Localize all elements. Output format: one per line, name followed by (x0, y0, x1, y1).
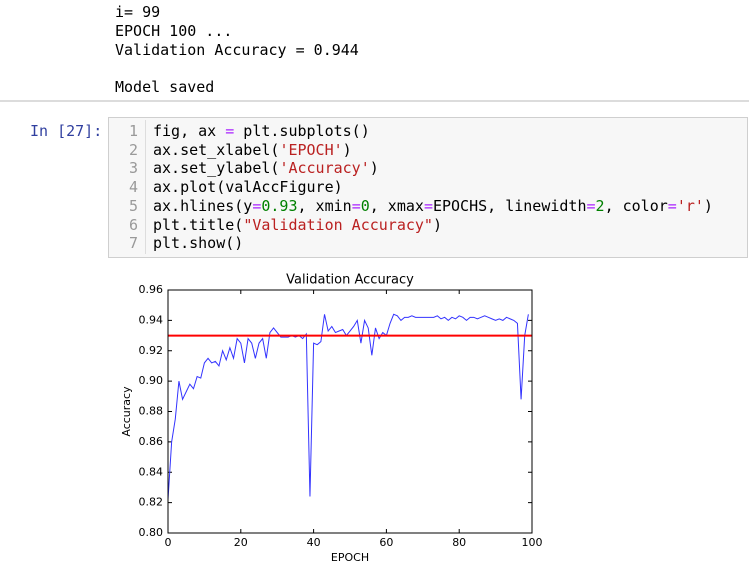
y-tick-label: 0.82 (139, 496, 164, 509)
x-tick-label: 100 (522, 536, 543, 549)
line-number: 2 (128, 140, 138, 159)
y-tick-label: 0.86 (139, 435, 164, 448)
code-line: ax.set_ylabel('Accuracy') (153, 159, 379, 178)
y-axis-label: Accuracy (120, 386, 133, 437)
y-tick-label: 0.84 (139, 465, 164, 478)
x-axis-label: EPOCH (331, 551, 369, 564)
line-number: 3 (128, 159, 138, 178)
line-number: 1 (128, 122, 138, 140)
line-number: 7 (128, 234, 138, 253)
chart-title: Validation Accuracy (286, 273, 414, 288)
output-line: Validation Accuracy = 0.944 (115, 41, 359, 59)
x-tick-label: 0 (165, 536, 172, 549)
y-tick-label: 0.88 (139, 405, 164, 418)
code-line: ax.hlines(y=0.93, xmin=0, xmax=EPOCHS, l… (153, 196, 713, 215)
x-tick-label: 80 (452, 536, 466, 549)
y-tick-label: 0.96 (139, 283, 164, 296)
x-tick-label: 40 (307, 536, 321, 549)
y-tick-label: 0.92 (139, 344, 164, 357)
y-tick-label: 0.94 (139, 313, 164, 326)
plot-area (168, 290, 532, 533)
code-line: ax.set_xlabel('EPOCH') (153, 140, 352, 159)
x-tick-label: 20 (234, 536, 248, 549)
cell-prompt: In [27]: (30, 122, 103, 140)
y-tick-label: 0.80 (139, 526, 164, 539)
output-line: i= 99 (115, 3, 161, 21)
plot-frame (167, 289, 533, 534)
output-line: EPOCH 100 ... (115, 22, 233, 40)
cell-separator (0, 100, 749, 102)
code-line: fig, ax = plt.subplots() (153, 122, 370, 140)
data-line (167, 313, 529, 500)
line-number: 6 (128, 215, 138, 234)
code-line: ax.plot(valAccFigure) (153, 178, 343, 197)
line-number: 5 (128, 196, 138, 215)
x-tick-label: 60 (379, 536, 393, 549)
gutter-line (145, 120, 146, 254)
code-cell[interactable] (108, 117, 748, 258)
output-line: Model saved (115, 78, 215, 96)
code-line: plt.show() (153, 234, 244, 253)
line-number: 4 (128, 178, 138, 197)
y-tick-label: 0.90 (139, 374, 164, 387)
code-line: plt.title("Validation Accuracy") (153, 215, 442, 234)
